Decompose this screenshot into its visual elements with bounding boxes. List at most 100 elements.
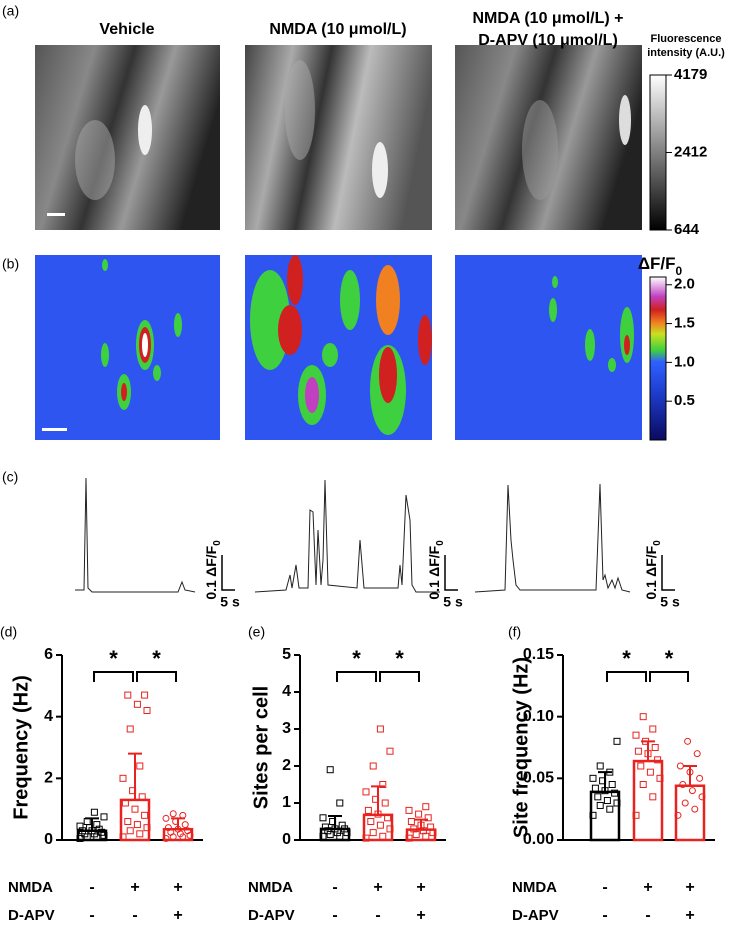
data-point xyxy=(596,762,604,770)
colorbar-tick-label: 644 xyxy=(674,221,700,238)
data-point xyxy=(329,818,337,825)
data-point xyxy=(603,797,611,805)
significance-bracket xyxy=(649,671,689,682)
condition-name: D-APV xyxy=(8,907,55,924)
data-point xyxy=(169,810,177,818)
condition-sign: - xyxy=(332,907,337,924)
y-tick-label: 6 xyxy=(44,646,53,663)
data-point xyxy=(410,825,418,833)
y-axis-label: Frequency (Hz) xyxy=(10,675,32,819)
scale-time: 5 s xyxy=(443,594,463,610)
significance-marker: * xyxy=(395,646,404,671)
data-point xyxy=(649,793,657,801)
condition-sign: + xyxy=(373,879,382,896)
data-point xyxy=(681,799,689,807)
condition-sign: + xyxy=(685,907,694,924)
data-point xyxy=(376,725,384,733)
data-point xyxy=(599,777,607,785)
data-point xyxy=(589,774,597,782)
data-point xyxy=(424,814,432,822)
data-point xyxy=(596,801,604,809)
image-b xyxy=(35,255,642,440)
colorbar-tick-label: 2.0 xyxy=(674,276,695,293)
data-point xyxy=(684,737,692,745)
data-point xyxy=(124,691,132,699)
significance-marker: * xyxy=(152,646,161,671)
data-point xyxy=(143,824,151,832)
data-point xyxy=(164,824,172,832)
condition-sign: - xyxy=(375,907,380,924)
data-point xyxy=(162,814,170,822)
data-point xyxy=(637,762,645,770)
scale-amplitude: 0.1 ΔF/F0 xyxy=(643,540,663,600)
column-title: NMDA (10 μmol/L) xyxy=(269,21,406,38)
condition-sign: + xyxy=(130,879,139,896)
data-point xyxy=(381,799,389,807)
data-point xyxy=(613,737,621,745)
significance-bracket xyxy=(136,671,177,682)
data-point xyxy=(654,756,662,764)
data-point xyxy=(369,762,377,770)
colorbar-title: ΔF/F0 xyxy=(638,254,683,278)
data-point xyxy=(143,707,151,714)
condition-sign: - xyxy=(332,879,337,896)
panel-label: (f) xyxy=(508,624,521,640)
scale-amplitude-sub: 0 xyxy=(652,540,663,546)
data-point xyxy=(136,830,144,838)
data-point xyxy=(369,829,377,837)
data-point xyxy=(639,713,647,721)
data-point xyxy=(679,781,687,788)
data-point xyxy=(364,806,372,814)
data-point xyxy=(172,818,180,825)
data-point xyxy=(131,805,139,813)
panel-label: (a) xyxy=(2,3,19,19)
scale-amplitude-main: 0.1 ΔF/F xyxy=(203,545,219,599)
data-point xyxy=(324,827,332,835)
data-point xyxy=(674,811,682,819)
y-tick-label: 0.05 xyxy=(523,770,554,787)
data-point xyxy=(691,805,699,813)
condition-sign: + xyxy=(416,907,425,924)
colorbar-tick-label: 1.0 xyxy=(674,353,695,370)
data-point xyxy=(688,787,696,795)
y-tick-label: 1 xyxy=(282,794,291,811)
condition-name: D-APV xyxy=(248,907,295,924)
data-point xyxy=(651,744,659,751)
data-point xyxy=(676,762,684,770)
data-point xyxy=(642,737,650,745)
condition-sign: + xyxy=(173,879,182,896)
data-point xyxy=(95,825,103,833)
data-point xyxy=(331,825,339,833)
data-point xyxy=(632,731,640,739)
data-point xyxy=(606,768,614,776)
panel-label: (b) xyxy=(2,256,19,272)
panel-label: (d) xyxy=(0,624,17,640)
data-point xyxy=(174,825,182,833)
data-point xyxy=(591,784,599,792)
data-point xyxy=(686,768,694,776)
y-tick-label: 0.10 xyxy=(523,708,554,725)
colorbar-tick-label: 0.5 xyxy=(674,392,695,409)
data-point xyxy=(698,793,706,801)
data-point xyxy=(124,818,132,825)
y-tick-label: 2 xyxy=(282,757,291,774)
data-point xyxy=(422,803,430,811)
data-point xyxy=(119,833,127,841)
data-point xyxy=(319,814,327,822)
colorbar-title-sub: 0 xyxy=(676,264,683,278)
data-point xyxy=(136,762,144,770)
data-point xyxy=(386,747,394,755)
data-point xyxy=(608,781,616,788)
y-tick-label: 3 xyxy=(282,720,291,737)
scale-time: 5 s xyxy=(660,594,680,610)
colorbar-tick-label: 2412 xyxy=(674,143,707,160)
y-tick-label: 0.15 xyxy=(523,646,554,663)
panel-label: (c) xyxy=(2,469,18,485)
data-point xyxy=(386,825,394,833)
colorbar-title-main: ΔF/F xyxy=(638,254,676,273)
condition-sign: + xyxy=(173,907,182,924)
colorbar xyxy=(649,276,667,441)
significance-marker: * xyxy=(109,646,118,671)
condition-name: NMDA xyxy=(512,879,557,896)
y-tick-label: 4 xyxy=(44,708,53,725)
